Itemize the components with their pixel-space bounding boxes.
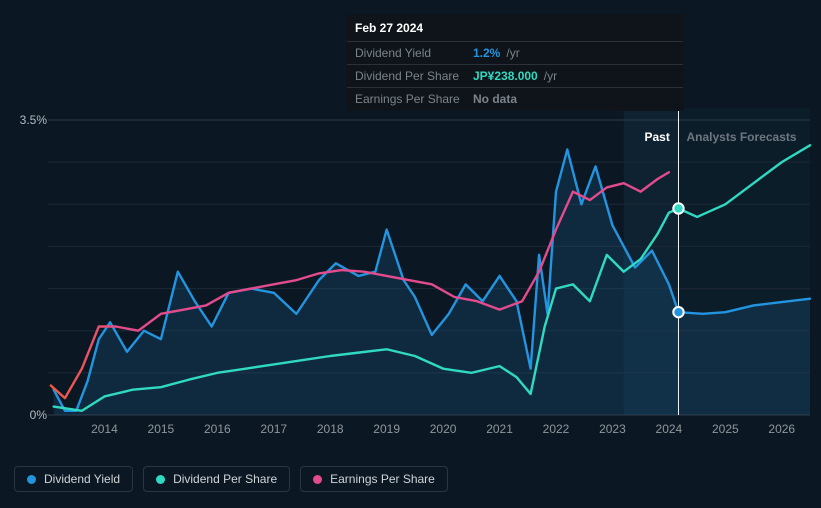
x-tick-label: 2023	[599, 422, 626, 436]
tooltip-row-value: No data	[473, 92, 517, 106]
legend-swatch	[156, 475, 165, 484]
tooltip-row-value: 1.2%	[473, 46, 500, 60]
x-tick-label: 2021	[486, 422, 513, 436]
legend-swatch	[27, 475, 36, 484]
legend-label: Dividend Yield	[44, 472, 120, 486]
x-tick-label: 2025	[712, 422, 739, 436]
tooltip-row: Dividend Yield 1.2% /yr	[347, 42, 683, 65]
tooltip-row-unit: /yr	[544, 69, 557, 83]
region-label-past: Past	[644, 130, 669, 144]
x-tick-label: 2016	[204, 422, 231, 436]
y-tick-label: 0%	[30, 408, 47, 422]
x-tick-label: 2015	[148, 422, 175, 436]
region-label-future: Analysts Forecasts	[686, 130, 796, 144]
x-tick-label: 2026	[768, 422, 795, 436]
x-tick-label: 2014	[91, 422, 118, 436]
hover-tooltip: Feb 27 2024 Dividend Yield1.2%/yrDividen…	[346, 14, 684, 111]
legend-item-earnings_per_share[interactable]: Earnings Per Share	[300, 466, 448, 492]
legend-label: Earnings Per Share	[330, 472, 435, 486]
legend-item-dividend_yield[interactable]: Dividend Yield	[14, 466, 133, 492]
x-tick-label: 2018	[317, 422, 344, 436]
dividend-chart: 0% 3.5% 2014 2015 2016 2017 2018 2019 2020 2021 2…	[0, 0, 821, 508]
tooltip-row-label: Dividend Per Share	[355, 69, 467, 83]
tooltip-row-unit: /yr	[506, 46, 519, 60]
tooltip-row-value: JP¥238.000	[473, 69, 538, 83]
x-tick-label: 2020	[430, 422, 457, 436]
tooltip-row-label: Earnings Per Share	[355, 92, 467, 106]
tooltip-row: Earnings Per Share No data	[347, 88, 683, 110]
legend: Dividend Yield Dividend Per Share Earnings…	[14, 466, 448, 492]
tooltip-row: Dividend Per Share JP¥238.000/yr	[347, 65, 683, 88]
tooltip-row-label: Dividend Yield	[355, 46, 467, 60]
x-tick-label: 2022	[543, 422, 570, 436]
legend-item-dividend_per_share[interactable]: Dividend Per Share	[143, 466, 290, 492]
x-tick-label: 2019	[373, 422, 400, 436]
y-tick-label: 3.5%	[20, 113, 47, 127]
legend-label: Dividend Per Share	[173, 472, 277, 486]
tooltip-date: Feb 27 2024	[347, 15, 683, 42]
x-tick-label: 2017	[260, 422, 287, 436]
x-tick-label: 2024	[656, 422, 683, 436]
marker-dividend_per_share	[673, 203, 683, 213]
marker-dividend_yield	[673, 307, 683, 317]
legend-swatch	[313, 475, 322, 484]
